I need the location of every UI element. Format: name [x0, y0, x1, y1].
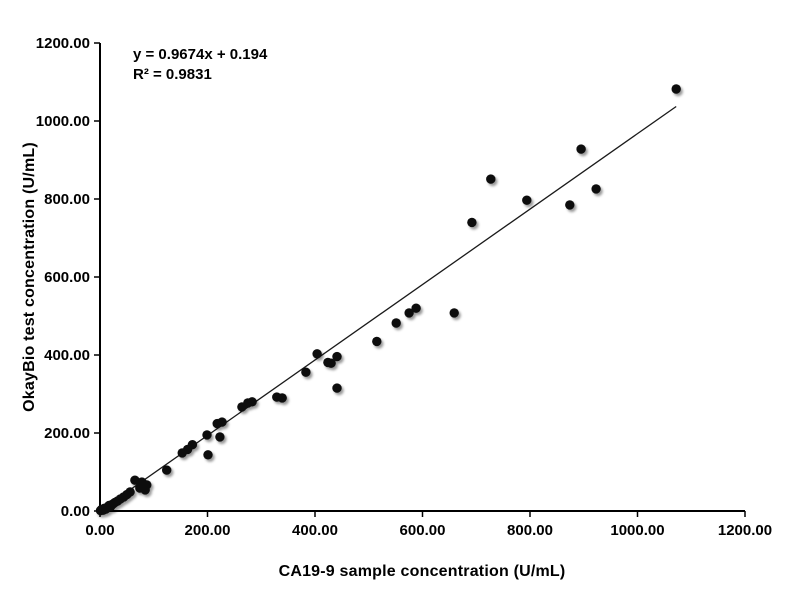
x-tick-label: 0.00 [85, 522, 114, 539]
y-tick-label: 400.00 [44, 347, 90, 364]
data-point [372, 336, 382, 347]
y-tick-label: 600.00 [44, 269, 90, 286]
data-point [332, 351, 342, 362]
data-point [576, 144, 586, 154]
x-tick-label: 600.00 [400, 522, 446, 539]
data-point [217, 417, 227, 427]
y-axis-title: OkayBio test concentration (U/mL) [21, 142, 38, 412]
data-point [202, 430, 212, 440]
r-squared-text: R² = 0.9831 [133, 66, 212, 83]
data-point [591, 184, 601, 194]
axis-lines [99, 43, 745, 512]
data-point [326, 358, 336, 368]
data-point [187, 440, 198, 450]
data-point [404, 308, 414, 318]
data-point [247, 397, 257, 407]
data-point [162, 465, 172, 475]
x-tick-label: 800.00 [507, 522, 553, 539]
data-point [391, 318, 401, 328]
equation-text: y = 0.9674x + 0.194 [133, 46, 268, 63]
x-tick-label: 1000.00 [610, 522, 664, 539]
data-point [486, 174, 496, 184]
data-point [277, 393, 287, 403]
data-point [411, 303, 421, 313]
data-point [215, 432, 225, 442]
data-point [332, 383, 342, 393]
data-point [301, 367, 311, 377]
x-tick-label: 400.00 [292, 522, 338, 539]
data-point [312, 349, 322, 359]
y-tick-label: 1200.00 [36, 35, 90, 52]
data-point [125, 487, 135, 497]
data-point [142, 480, 152, 490]
data-point [467, 217, 477, 228]
x-axis-title: CA19-9 sample concentration (U/mL) [278, 563, 566, 580]
data-point [203, 450, 213, 460]
y-tick-label: 1000.00 [36, 113, 90, 130]
scatter-points [95, 84, 681, 516]
x-tick-label: 200.00 [185, 522, 231, 539]
y-tick-label: 200.00 [44, 425, 90, 442]
data-point [449, 308, 459, 318]
data-point [671, 84, 681, 94]
y-tick-label: 800.00 [44, 191, 90, 208]
data-point [522, 195, 532, 205]
data-point [565, 200, 575, 210]
y-tick-label: 0.00 [61, 503, 90, 520]
x-tick-label: 1200.00 [718, 522, 772, 539]
trendline-annotation: y = 0.9674x + 0.194 R² = 0.9831 [133, 45, 267, 85]
